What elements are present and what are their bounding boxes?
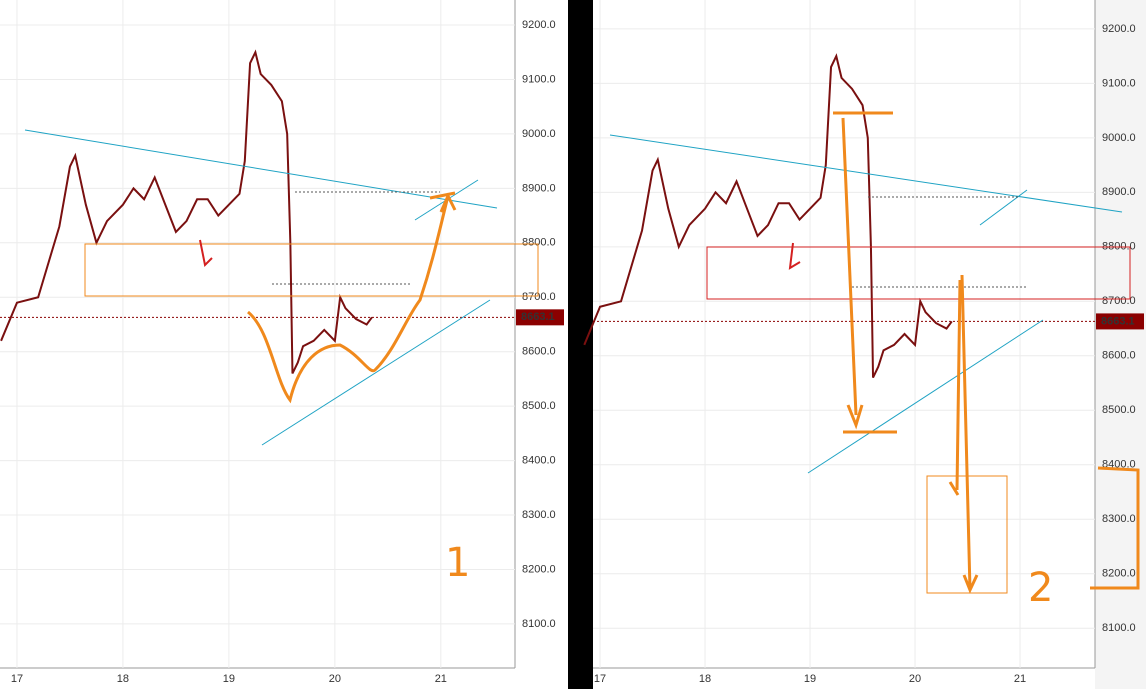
price-line (583, 53, 953, 379)
divider (568, 0, 593, 689)
y-tick-label: 9200.0 (1102, 23, 1136, 35)
zone-box (706, 246, 1131, 300)
y-tick-label: 9000.0 (1102, 132, 1136, 144)
trendline (24, 129, 498, 209)
y-tick-label: 8300.0 (522, 509, 556, 521)
price-line (0, 49, 373, 374)
x-tick-label: 21 (435, 673, 447, 685)
trendline (979, 189, 1028, 226)
y-tick-label: 8100.0 (1102, 622, 1136, 634)
y-tick-label: 9200.0 (522, 19, 556, 31)
last-price-box (516, 309, 564, 326)
zone-box (84, 243, 539, 297)
pen-stroke (246, 199, 449, 404)
annotation: 1 (445, 540, 470, 586)
trendline (609, 134, 1123, 213)
y-tick-label: 9000.0 (522, 128, 556, 140)
y-tick-label: 8500.0 (522, 400, 556, 412)
x-tick-label: 19 (223, 673, 235, 685)
last-price-label: 8663.1 (1101, 315, 1135, 327)
pen-stroke (199, 239, 213, 268)
x-tick-label: 17 (594, 673, 606, 685)
y-tick-label: 8200.0 (522, 563, 556, 575)
annotation: 2 (1028, 565, 1053, 611)
y-tick-label: 9100.0 (522, 73, 556, 85)
y-tick-label: 8100.0 (522, 618, 556, 630)
y-tick-label: 9100.0 (1102, 77, 1136, 89)
y-tick-label: 8700.0 (1102, 295, 1136, 307)
y-tick-label: 8500.0 (1102, 404, 1136, 416)
y-tick-label: 8300.0 (1102, 513, 1136, 525)
drawings (24, 111, 1140, 594)
x-tick-label: 18 (117, 673, 129, 685)
pen-stroke (833, 111, 897, 434)
y-tick-label: 8900.0 (1102, 186, 1136, 198)
x-tick-label: 20 (909, 673, 921, 685)
x-tick-label: 19 (804, 673, 816, 685)
x-tick-label: 21 (1014, 673, 1026, 685)
y-tick-label: 8400.0 (522, 454, 556, 466)
y-tick-label: 8800.0 (522, 237, 556, 249)
pen-stroke (788, 242, 801, 270)
pen-stroke (948, 274, 979, 594)
pen-stroke (1090, 466, 1140, 590)
last-price-box (1096, 313, 1144, 330)
y-tick-label: 8900.0 (522, 182, 556, 194)
x-tick-label: 18 (699, 673, 711, 685)
trendline (807, 319, 1044, 474)
last-price-label: 8663.1 (521, 311, 555, 323)
y-tick-label: 8700.0 (522, 291, 556, 303)
x-tick-label: 17 (11, 673, 23, 685)
y-tick-label: 8200.0 (1102, 568, 1136, 580)
y-tick-label: 8600.0 (1102, 350, 1136, 362)
x-tick-label: 20 (329, 673, 341, 685)
pen-stroke (429, 191, 457, 213)
trendline (261, 299, 491, 446)
y-tick-label: 8600.0 (522, 346, 556, 358)
